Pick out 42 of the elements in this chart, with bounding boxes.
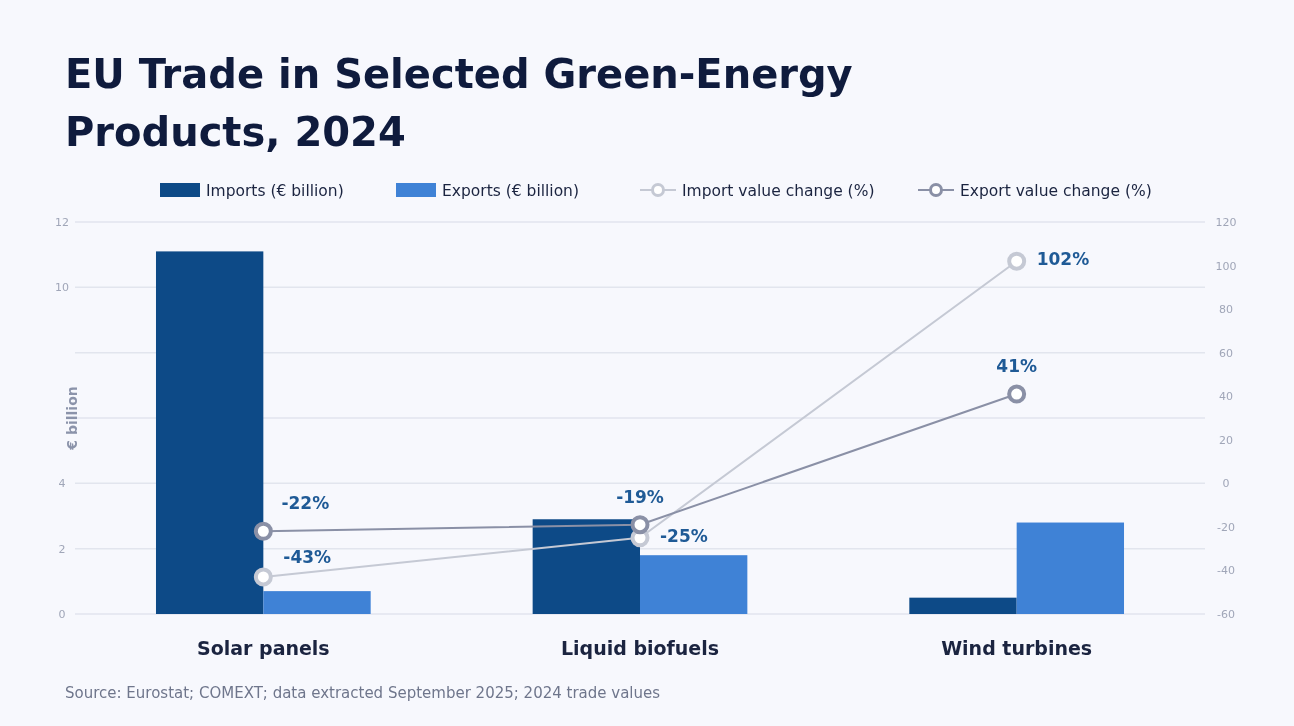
x-tick-label: Solar panels: [196, 637, 330, 659]
y2-tick-label: 100: [1215, 259, 1237, 273]
data-label: 102%: [1036, 249, 1090, 270]
x-tick-label: Wind turbines: [941, 637, 1093, 659]
data-label: -25%: [660, 525, 708, 546]
y2-tick-label: -20: [1217, 520, 1235, 534]
point: [1007, 384, 1027, 404]
y-tick-label: 10: [55, 281, 69, 295]
y2-tick-label: 40: [1219, 390, 1233, 404]
legend-label: Import value change (%): [682, 182, 875, 200]
y-tick-label: 2: [58, 542, 66, 556]
legend-label: Exports (€ billion): [442, 182, 579, 200]
y2-tick-label: 80: [1219, 303, 1233, 317]
legend-label: Imports (€ billion): [206, 182, 344, 200]
x-tick-label: Liquid biofuels: [560, 637, 720, 659]
y2-tick-label: -40: [1217, 564, 1235, 578]
bar: [909, 597, 1017, 614]
bar: [155, 251, 264, 614]
data-label: -19%: [616, 486, 664, 507]
source-note: Source: Eurostat; COMEXT; data extracted September 2025; 2024 trade values: [65, 684, 661, 702]
point: [1007, 251, 1027, 271]
point: [630, 515, 650, 535]
bar: [1016, 522, 1125, 614]
y2-tick-label: 0: [1222, 477, 1230, 491]
y-axis-title: € billion: [64, 386, 80, 451]
point: [253, 521, 273, 541]
y-tick-label: 0: [58, 608, 66, 621]
legend-label: Export value change (%): [960, 182, 1152, 200]
y2-tick-label: -60: [1217, 608, 1235, 621]
y2-tick-label: 60: [1219, 346, 1233, 360]
data-label: 41%: [996, 356, 1038, 377]
bar: [263, 591, 371, 614]
data-label: -22%: [281, 493, 330, 514]
point: [253, 567, 273, 587]
chart-title: EU Trade in Selected Green-Energy Products, 2024: [65, 51, 853, 155]
y-tick-label: 12: [55, 216, 69, 229]
data-label: -43%: [283, 546, 332, 567]
bar: [640, 555, 748, 614]
y-tick-label: 4: [58, 477, 66, 491]
y2-tick-label: 120: [1215, 216, 1237, 229]
y2-tick-label: 20: [1219, 433, 1233, 447]
bar: [532, 519, 640, 614]
